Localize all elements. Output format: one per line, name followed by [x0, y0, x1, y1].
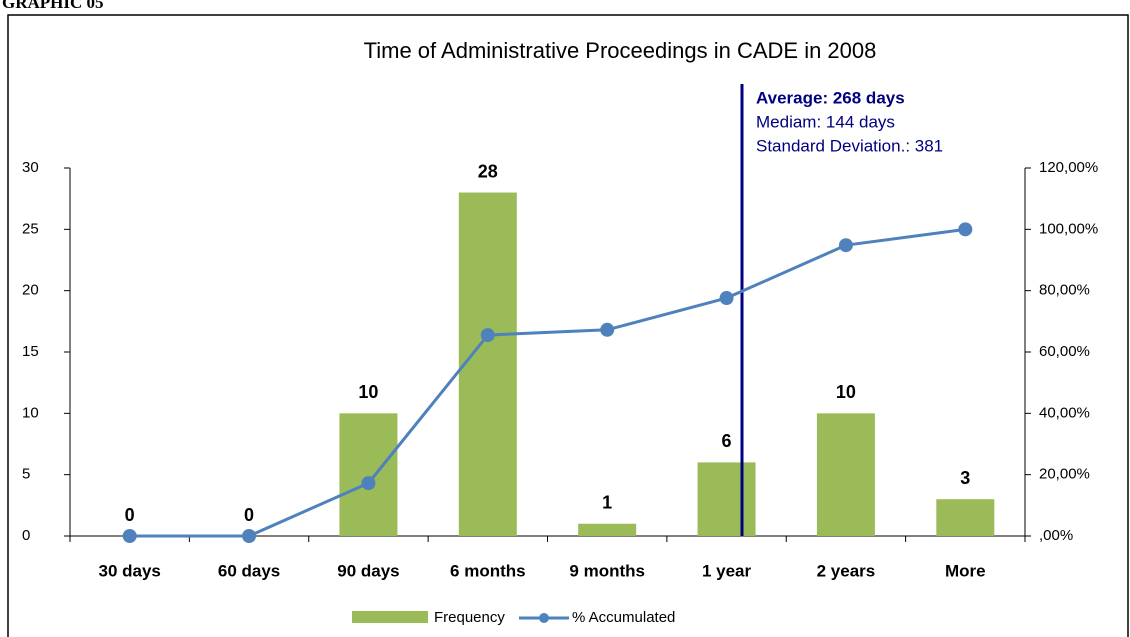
line-marker: [480, 328, 495, 343]
legend-swatch: [352, 611, 428, 623]
annotation: Standard Deviation.: 381: [756, 136, 943, 155]
y2-tick-label: 40,00%: [1039, 404, 1090, 421]
data-label: 28: [478, 161, 498, 181]
y-tick-label: 10: [22, 404, 39, 421]
data-label: 1: [602, 492, 612, 512]
x-tick-label: 30 days: [98, 561, 160, 580]
data-label: 0: [244, 505, 254, 525]
data-label: 3: [960, 468, 970, 488]
annotation: Average: 268 days: [756, 88, 905, 107]
line-marker: [719, 291, 734, 306]
bar: [816, 413, 875, 536]
legend-marker: [539, 613, 549, 623]
annotation: Mediam: 144 days: [756, 112, 895, 131]
y2-tick-label: 100,00%: [1039, 220, 1098, 237]
bar: [458, 192, 517, 537]
line-marker: [600, 322, 615, 337]
x-tick-label: 90 days: [337, 561, 399, 580]
line-marker: [122, 529, 137, 543]
data-label: 6: [722, 431, 732, 451]
x-tick-label: 1 year: [702, 561, 752, 580]
y2-tick-label: ,00%: [1039, 527, 1073, 544]
chart-title: Time of Administrative Proceedings in CA…: [364, 38, 877, 63]
bar: [697, 462, 756, 536]
y2-tick-label: 60,00%: [1039, 343, 1090, 360]
y-tick-label: 15: [22, 343, 39, 360]
line: [129, 227, 966, 538]
header: GRAPHIC 05: [2, 0, 104, 12]
y2-tick-label: 20,00%: [1039, 466, 1090, 483]
x-tick-label: 60 days: [218, 561, 280, 580]
line-marker: [838, 238, 853, 253]
bar: [578, 523, 637, 536]
y-tick-label: 20: [22, 282, 39, 299]
x-tick-label: 9 months: [569, 561, 645, 580]
y-tick-label: 5: [22, 466, 30, 483]
line-marker: [242, 529, 257, 543]
x-tick-label: 2 years: [817, 561, 876, 580]
line-marker: [958, 222, 973, 237]
y-tick-label: 25: [22, 220, 39, 237]
x-tick-label: 6 months: [450, 561, 526, 580]
x-tick-label: More: [945, 561, 986, 580]
y-tick-label: 30: [22, 159, 39, 176]
frame: [7, 14, 1129, 637]
legend-label: % Accumulated: [572, 609, 675, 626]
y-tick-label: 0: [22, 527, 30, 544]
legend-label: Frequency: [434, 609, 505, 626]
data-label: 10: [358, 382, 378, 402]
data-label: 10: [836, 382, 856, 402]
line-marker: [361, 476, 376, 491]
bar: [936, 499, 995, 536]
data-label: 0: [125, 505, 135, 525]
y2-tick-label: 80,00%: [1039, 282, 1090, 299]
y2-tick-label: 120,00%: [1039, 159, 1098, 176]
bar: [339, 413, 398, 536]
